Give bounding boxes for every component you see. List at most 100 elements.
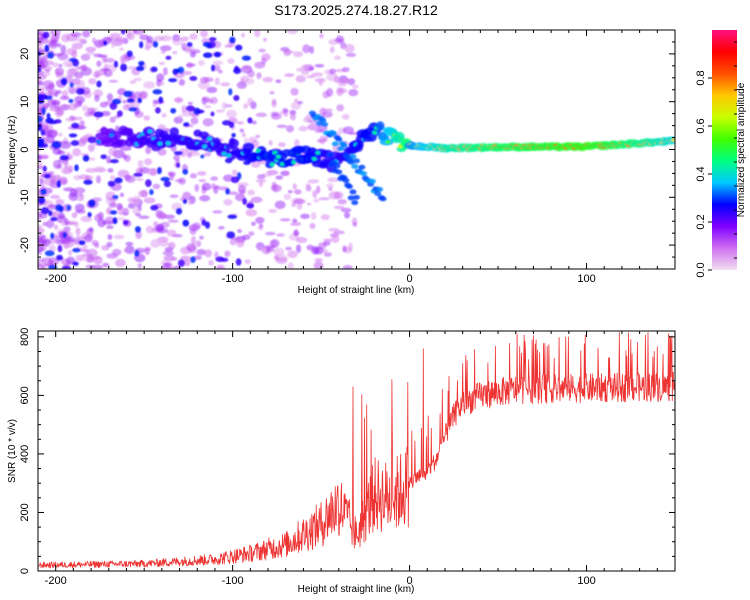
spectral-blob [162, 250, 175, 256]
spectral-blob [337, 199, 347, 205]
spectral-blob [110, 159, 119, 164]
spectral-blob [305, 185, 312, 192]
spectral-blob [186, 62, 194, 69]
spectral-blob [123, 248, 129, 253]
spectral-blob [217, 186, 229, 191]
spectral-blob [40, 87, 45, 95]
spectral-blob [73, 102, 78, 108]
spectral-blob [159, 45, 172, 52]
spectral-blob [342, 126, 354, 135]
spectral-blob [62, 241, 75, 248]
spectral-blob [242, 65, 252, 70]
spectral-blob [244, 259, 251, 265]
spectral-blob [107, 234, 113, 240]
spectral-blob [133, 172, 143, 177]
spectral-blob [360, 171, 368, 177]
spectral-blob [327, 177, 339, 183]
spectral-blob [109, 102, 118, 110]
spectral-blob [74, 71, 84, 79]
spectral-blob [150, 239, 160, 248]
spectral-blob [177, 259, 186, 267]
spectral-blob [165, 55, 172, 60]
spectral-blob [334, 55, 342, 60]
spectral-blob [196, 171, 207, 176]
spectral-blob [94, 167, 107, 173]
spectral-blob [283, 49, 292, 57]
spectral-blob [70, 140, 80, 146]
spectral-blob [129, 80, 137, 85]
spectral-blob [268, 140, 273, 146]
spectral-blob [43, 71, 51, 77]
spectral-blob [122, 154, 128, 160]
spectral-blob [154, 224, 164, 232]
spectral-blob [82, 154, 90, 162]
spectral-blob [102, 262, 110, 268]
spectral-blob [170, 107, 177, 114]
spectral-blob [226, 231, 236, 239]
spectral-blob [200, 30, 209, 38]
spectral-blob [41, 143, 49, 148]
spectral-blob [279, 218, 291, 222]
spectral-blob [247, 97, 254, 107]
spectral-blob [173, 154, 180, 161]
spectral-blob [341, 113, 350, 120]
spectral-blob [143, 158, 153, 166]
spectral-blob [88, 227, 94, 232]
spectral-blob [227, 214, 238, 219]
spectral-blob [57, 52, 69, 61]
spectral-blob [146, 168, 159, 176]
spectral-blob [345, 52, 357, 57]
spectral-blob [202, 52, 213, 58]
spectral-blob [270, 239, 280, 248]
spectral-blob [190, 117, 199, 125]
spectral-blob [139, 92, 146, 99]
spectral-blob [344, 43, 355, 53]
spectral-blob [208, 37, 217, 42]
spectral-blob [268, 208, 278, 213]
spectral-blob [115, 258, 126, 268]
spectral-blob [83, 179, 93, 185]
spectral-blob [270, 184, 282, 192]
spectral-blob [127, 202, 136, 209]
spectral-blob [43, 238, 51, 247]
spectral-blob [150, 66, 158, 73]
spectral-blob [270, 111, 279, 117]
spectral-blob [297, 100, 303, 105]
spectral-blob [43, 173, 51, 179]
spectral-blob [337, 78, 348, 87]
spectral-blob [235, 258, 242, 266]
spectral-blob [92, 72, 102, 77]
spectral-blob [329, 46, 335, 54]
spectral-blob [56, 179, 61, 188]
spectral-blob [135, 230, 142, 240]
spectral-blob [313, 198, 320, 203]
spectral-blob [85, 264, 95, 269]
spectral-blob [225, 188, 231, 195]
spectral-blob [310, 212, 317, 220]
spectral-blob [125, 241, 134, 246]
spectral-blob [125, 175, 136, 183]
spectral-blob [71, 122, 80, 129]
spectral-blob [58, 132, 63, 137]
spectral-blob [61, 265, 71, 269]
spectral-blob [108, 70, 113, 77]
spectral-blob [119, 47, 124, 51]
spectral-blob [168, 241, 176, 250]
spectral-blob [85, 248, 98, 257]
spectral-blob [38, 142, 43, 148]
spectral-blob [93, 111, 104, 118]
spectral-blob [96, 80, 102, 88]
spectral-blob [210, 176, 219, 181]
spectral-blob [166, 229, 177, 237]
spectral-blob [254, 61, 266, 69]
spectral-blob [319, 117, 327, 123]
colorbar-label: Normalized spectral amplitude [736, 82, 747, 217]
spectral-blob [39, 155, 49, 159]
spectral-blob [307, 123, 320, 131]
spectral-blob [94, 94, 100, 102]
spectral-blob [78, 240, 86, 246]
spectral-blob [294, 139, 300, 147]
spectral-blob [72, 248, 81, 253]
spectral-blob [38, 93, 48, 100]
